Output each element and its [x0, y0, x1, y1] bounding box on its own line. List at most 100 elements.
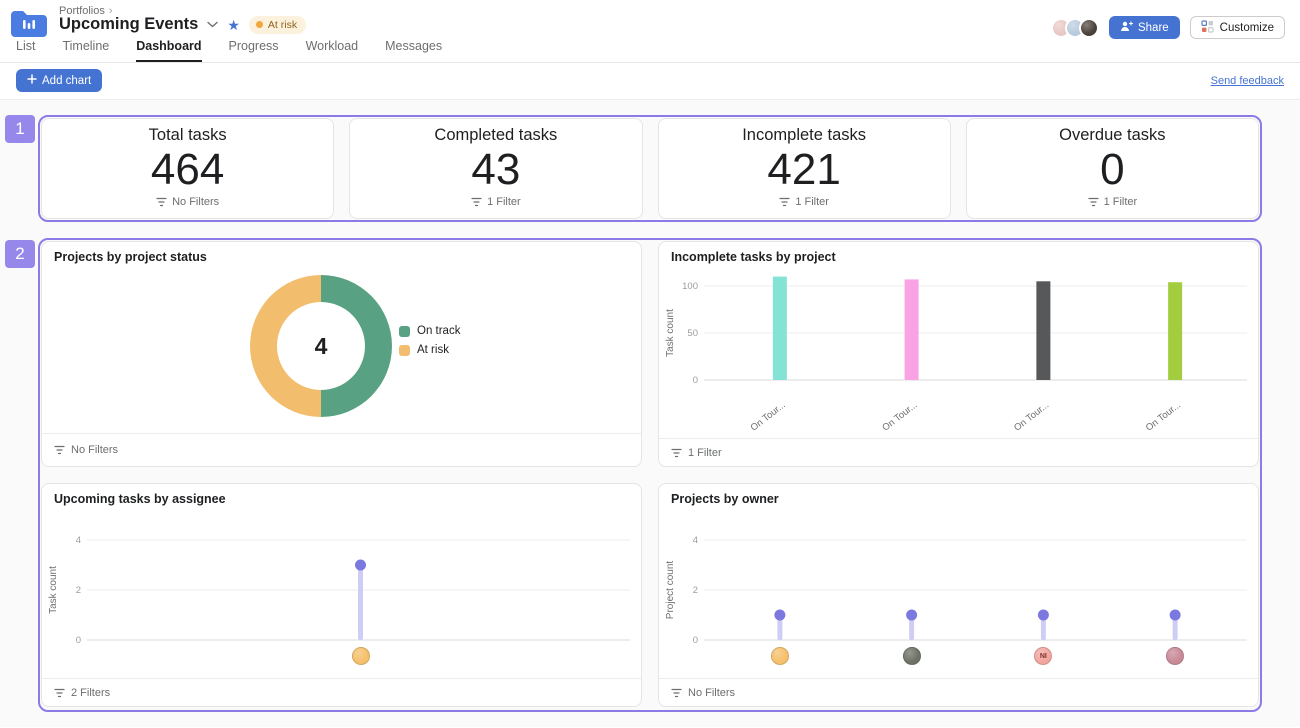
lollipop-dot[interactable]: [1169, 609, 1181, 621]
y-axis-label: Project count: [665, 561, 676, 620]
breadcrumb-label[interactable]: Portfolios: [59, 5, 105, 17]
y-tick-label: 100: [682, 281, 698, 292]
axis-avatar: [351, 647, 370, 665]
breadcrumb[interactable]: Portfolios ›: [59, 5, 113, 17]
bar-category-label: On Tour...: [1144, 400, 1183, 433]
y-tick-label: 4: [76, 535, 81, 546]
y-tick-label: 4: [693, 535, 698, 546]
axis-avatar: NI: [1034, 647, 1053, 665]
tab-dashboard[interactable]: Dashboard: [136, 39, 202, 62]
y-tick-label: 2: [693, 585, 698, 596]
send-feedback-link[interactable]: Send feedback: [1210, 75, 1284, 87]
bar-category-label: On Tour...: [880, 400, 919, 433]
filter-label: 1 Filter: [1103, 195, 1138, 208]
chevron-down-icon[interactable]: [207, 21, 219, 28]
bar[interactable]: [1168, 282, 1183, 380]
dashboard-canvas: 1 2 Total tasks 464 No Filters Completed…: [0, 100, 1300, 727]
legend-label: On track: [417, 325, 461, 337]
donut-chart: 4 On track At risk: [42, 265, 641, 433]
add-chart-label: Add chart: [42, 74, 92, 87]
y-tick-label: 50: [687, 328, 698, 339]
tab-messages[interactable]: Messages: [385, 39, 443, 53]
lollipop-dot[interactable]: [355, 559, 366, 571]
lollipop-dot[interactable]: [774, 609, 786, 621]
donut-slice[interactable]: [250, 275, 321, 417]
y-axis-label: Task count: [665, 309, 676, 357]
y-tick-label: 0: [693, 375, 698, 386]
y-axis-label: Task count: [48, 566, 59, 614]
chart-title: Projects by project status: [54, 250, 207, 264]
filter-label: No Filters: [172, 195, 220, 208]
filter-icon: [671, 688, 682, 697]
filter-control[interactable]: 1 Filter: [471, 196, 521, 208]
filter-icon: [779, 197, 790, 206]
filter-label: No Filters: [71, 444, 119, 456]
member-avatars[interactable]: [1050, 17, 1099, 38]
stat-value: 43: [471, 145, 521, 194]
filter-control[interactable]: No Filters: [659, 678, 1258, 706]
lollipop-dot[interactable]: [1037, 609, 1049, 621]
filter-control[interactable]: 2 Filters: [42, 678, 641, 706]
stat-title: Overdue tasks: [1059, 126, 1166, 144]
filter-icon: [54, 688, 65, 697]
page-title: Upcoming Events: [59, 15, 199, 33]
dashboard-toolbar: Add chart Send feedback: [0, 63, 1300, 100]
stat-card-total-tasks[interactable]: Total tasks 464 No Filters: [41, 118, 335, 219]
filter-control[interactable]: 1 Filter: [1087, 195, 1138, 208]
legend-swatch: [399, 325, 410, 337]
star-icon[interactable]: ★: [227, 16, 240, 33]
legend-item-at-risk[interactable]: At risk: [399, 344, 460, 356]
chart-title: Projects by owner: [671, 492, 779, 506]
bar[interactable]: [904, 279, 919, 380]
bar[interactable]: [772, 276, 787, 380]
customize-grid-icon: [1201, 19, 1214, 36]
chart-legend: On track At risk: [399, 325, 460, 356]
lollipop-chart: 0 2 4 Task count: [42, 507, 641, 678]
filter-control[interactable]: 1 Filter: [779, 196, 829, 208]
status-badge[interactable]: At risk: [248, 15, 307, 34]
tab-bar: List Timeline Dashboard Progress Workloa…: [16, 39, 442, 62]
legend-label: At risk: [417, 344, 449, 356]
tab-list[interactable]: List: [16, 39, 36, 53]
filter-control[interactable]: No Filters: [156, 196, 219, 208]
bar[interactable]: [1036, 281, 1051, 380]
annotation-badge-2: 2: [5, 240, 35, 268]
chart-card-incomplete-by-project[interactable]: Incomplete tasks by project 0 50 100 Task c…: [658, 241, 1259, 467]
chart-card-upcoming-by-assignee[interactable]: Upcoming tasks by assignee 0 2 4 Task count…: [41, 483, 642, 707]
customize-button[interactable]: Customize: [1189, 16, 1285, 39]
lollipop-chart: 0 2 4 Project count NI: [659, 507, 1258, 678]
avatar[interactable]: [1078, 17, 1099, 38]
title-row: Upcoming Events ★ At risk: [59, 15, 307, 34]
stat-title: Completed tasks: [434, 126, 558, 144]
stat-card-overdue-tasks[interactable]: Overdue tasks 0 1 Filter: [965, 118, 1259, 219]
stat-card-completed-tasks[interactable]: Completed tasks 43 1 Filter: [349, 118, 643, 219]
tab-workload[interactable]: Workload: [305, 39, 359, 53]
annotation-badge-1: 1: [5, 115, 35, 143]
add-chart-button[interactable]: Add chart: [16, 69, 103, 92]
chart-card-projects-by-status[interactable]: Projects by project status 4 On track At…: [41, 241, 642, 467]
bar-category-label: On Tour...: [1012, 400, 1051, 433]
legend-item-on-track[interactable]: On track: [399, 325, 460, 337]
lollipop-dot[interactable]: [906, 609, 918, 621]
top-actions: Share Customize: [1050, 16, 1285, 39]
chart-title: Incomplete tasks by project: [671, 250, 836, 264]
stat-card-incomplete-tasks[interactable]: Incomplete tasks 421 1 Filter: [657, 118, 951, 219]
donut-slice[interactable]: [321, 275, 392, 417]
tab-progress[interactable]: Progress: [228, 39, 279, 53]
status-dot-icon: [255, 21, 263, 28]
stat-title: Total tasks: [148, 126, 227, 144]
share-label: Share: [1137, 21, 1169, 34]
y-tick-label: 0: [693, 635, 698, 646]
filter-control[interactable]: No Filters: [42, 433, 641, 466]
filter-icon: [671, 448, 682, 457]
status-label: At risk: [267, 18, 298, 31]
chart-card-projects-by-owner[interactable]: Projects by owner 0 2 4 Project count NI No …: [658, 483, 1259, 707]
share-icon: [1120, 20, 1134, 35]
stat-value: 0: [1100, 145, 1125, 194]
filter-control[interactable]: 1 Filter: [659, 438, 1258, 466]
filter-label: 1 Filter: [487, 195, 521, 208]
filter-label: 2 Filters: [71, 686, 111, 699]
portfolio-folder-icon: [9, 7, 49, 44]
tab-timeline[interactable]: Timeline: [62, 39, 110, 53]
share-button[interactable]: Share: [1108, 16, 1180, 39]
